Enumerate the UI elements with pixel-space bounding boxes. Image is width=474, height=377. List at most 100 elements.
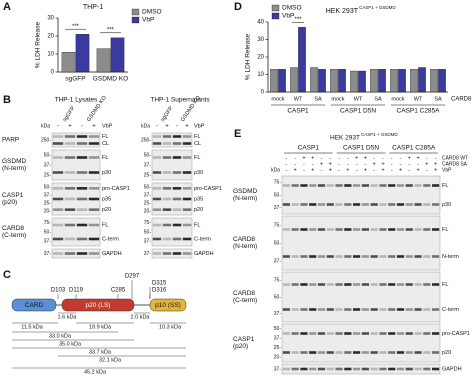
blot-band bbox=[76, 142, 88, 145]
blot-band bbox=[361, 283, 369, 286]
fragment-size: 10.3 kDa bbox=[159, 324, 182, 330]
band-label: p20 bbox=[442, 350, 451, 356]
blot-band bbox=[405, 283, 413, 286]
panel-label: E bbox=[234, 128, 241, 140]
bar bbox=[61, 52, 76, 73]
blot-band bbox=[291, 332, 299, 335]
blot-band bbox=[353, 228, 361, 231]
blot-row-label: (p20) bbox=[233, 343, 248, 350]
y-tick-label: 10 bbox=[47, 52, 54, 58]
blot-band bbox=[414, 203, 422, 206]
blot-band bbox=[317, 228, 326, 231]
treatment-sign: - bbox=[294, 155, 296, 161]
kda-marker: 37- bbox=[144, 251, 152, 257]
blot-band bbox=[405, 332, 413, 335]
blot-band bbox=[335, 367, 343, 371]
band-label: p20 bbox=[194, 207, 203, 213]
blot-band bbox=[282, 255, 290, 258]
band-label: p30 bbox=[194, 170, 203, 176]
kda-marker: 20- bbox=[44, 208, 52, 214]
kda-marker: 25- bbox=[144, 172, 152, 178]
blot-band bbox=[370, 283, 378, 286]
treatment-sign: + bbox=[311, 167, 314, 173]
treatment-sign: + bbox=[416, 155, 419, 161]
blot-band bbox=[182, 197, 192, 201]
blot-band bbox=[291, 308, 299, 311]
x-tick-label: GSDMD KO bbox=[93, 76, 128, 83]
kda-marker: 37- bbox=[274, 258, 282, 264]
blot-band bbox=[282, 367, 290, 371]
kda-header: kDa bbox=[41, 123, 50, 129]
blot-band bbox=[370, 308, 378, 311]
blot-band bbox=[423, 255, 431, 258]
treatment-sign: - bbox=[285, 155, 287, 161]
blot-band bbox=[344, 184, 352, 187]
treatment-sign: - bbox=[391, 161, 393, 167]
bar bbox=[430, 69, 438, 93]
blot-band bbox=[423, 308, 431, 311]
band-label: FL bbox=[442, 227, 448, 233]
blot-band bbox=[88, 187, 100, 190]
blot-band bbox=[309, 308, 317, 311]
blot-band bbox=[388, 184, 396, 187]
treatment-sign: + bbox=[185, 124, 189, 130]
blot-title: THP-1 Lysates bbox=[55, 97, 98, 104]
bar bbox=[438, 69, 446, 93]
blot-band bbox=[414, 351, 422, 354]
blot-band bbox=[182, 208, 192, 211]
treatment-sign: + bbox=[399, 167, 402, 173]
blot-band bbox=[162, 197, 172, 201]
blot-band bbox=[172, 197, 182, 201]
treatment-sign: + bbox=[329, 161, 332, 167]
bar bbox=[75, 34, 90, 73]
y-tick-label: 30 bbox=[257, 37, 264, 43]
blot-band bbox=[326, 283, 334, 286]
kda-marker: 25- bbox=[44, 172, 52, 178]
blot-band bbox=[414, 283, 422, 286]
blot-panel bbox=[151, 132, 193, 148]
treatment-sign: + bbox=[355, 155, 358, 161]
blot-band bbox=[353, 367, 361, 371]
blot-band bbox=[396, 203, 405, 206]
blot-band bbox=[162, 223, 172, 227]
blot-band bbox=[361, 308, 369, 311]
treatment-sign: + bbox=[364, 155, 367, 161]
blot-band bbox=[88, 237, 100, 241]
blot-band bbox=[405, 367, 413, 371]
band-label: GAPDH bbox=[102, 251, 122, 257]
blot-band bbox=[291, 255, 299, 258]
blot-band bbox=[432, 308, 440, 311]
blot-band bbox=[326, 332, 334, 335]
blot-band bbox=[370, 367, 378, 371]
blot-band bbox=[361, 351, 369, 354]
band-label: C-term bbox=[194, 236, 211, 242]
blot-band bbox=[152, 142, 162, 145]
chart-title-superscript: CASP1 + GSDMD bbox=[359, 5, 396, 10]
band-label: FL bbox=[442, 183, 448, 189]
y-tick-label: 0 bbox=[51, 70, 55, 76]
group-label: CASP1 bbox=[287, 108, 309, 115]
kda-marker: 50- bbox=[274, 294, 282, 300]
kda-marker: 25- bbox=[44, 200, 52, 206]
blot-panel bbox=[281, 215, 441, 271]
protein-domain bbox=[11, 298, 57, 312]
blot-band bbox=[432, 203, 440, 206]
x-tick-label: mock bbox=[271, 96, 284, 102]
blot-band bbox=[344, 308, 352, 311]
blot-row-label: CARD8 bbox=[233, 290, 255, 297]
blot-row-label: (p20) bbox=[2, 199, 17, 206]
blot-band bbox=[370, 351, 378, 354]
treatment-sign: - bbox=[391, 167, 393, 173]
blot-band bbox=[88, 142, 100, 145]
bar bbox=[350, 70, 358, 93]
band-label: p35 bbox=[102, 196, 111, 202]
blot-row-label: CARD8 bbox=[2, 225, 24, 232]
treatment-sign: - bbox=[391, 155, 393, 161]
blot-band bbox=[309, 332, 317, 335]
site-label: C285 bbox=[111, 288, 126, 294]
kda-marker: 37- bbox=[44, 239, 52, 245]
lane-label: sgGFP bbox=[62, 105, 77, 123]
blot-band bbox=[309, 228, 317, 231]
blot-band bbox=[300, 203, 308, 206]
blot-band bbox=[432, 228, 440, 231]
